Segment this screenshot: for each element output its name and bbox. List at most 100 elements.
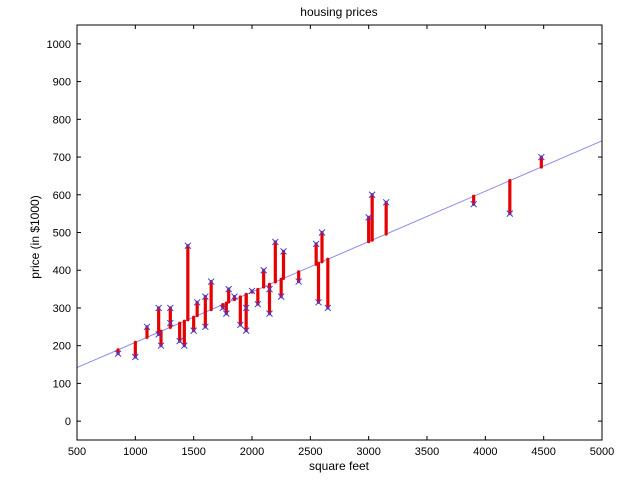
y-tick-label: 100 — [53, 378, 71, 390]
data-point-stroke — [131, 353, 139, 361]
data-point-stroke — [225, 285, 233, 293]
data-point-stroke — [180, 342, 188, 350]
x-tick-label: 3000 — [356, 446, 380, 458]
x-tick-label: 3500 — [415, 446, 439, 458]
data-point — [166, 304, 174, 312]
data-point — [157, 342, 165, 350]
data-point — [201, 323, 209, 331]
data-point — [280, 248, 287, 255]
data-point — [207, 278, 215, 285]
data-point — [225, 285, 233, 293]
data-point-stroke — [155, 304, 163, 312]
data-point-stroke — [157, 342, 165, 350]
x-tick-label: 500 — [68, 446, 86, 458]
data-point-stroke — [315, 298, 322, 306]
y-tick-label: 600 — [53, 190, 71, 202]
data-point-stroke — [365, 214, 373, 221]
data-point-stroke — [248, 287, 256, 295]
data-point-stroke — [242, 304, 250, 312]
data-point — [254, 300, 262, 308]
data-point — [180, 342, 188, 350]
data-point-stroke — [222, 310, 230, 317]
x-tick-label: 5000 — [590, 446, 614, 458]
data-point — [155, 304, 163, 312]
data-point-stroke — [537, 153, 545, 161]
data-point-stroke — [236, 321, 244, 329]
data-point — [315, 298, 322, 306]
data-point-stroke — [318, 229, 326, 236]
data-point — [143, 323, 151, 331]
data-point — [190, 327, 198, 334]
data-point-stroke — [166, 304, 174, 312]
data-point — [266, 310, 273, 317]
data-point — [236, 321, 244, 329]
y-tick-label: 800 — [53, 114, 71, 126]
data-point-stroke — [266, 310, 273, 317]
data-point-stroke — [280, 248, 287, 255]
data-point-stroke — [271, 238, 279, 246]
data-point — [368, 191, 376, 199]
data-point — [248, 287, 256, 295]
data-point — [312, 240, 320, 248]
data-point-stroke — [470, 200, 478, 208]
data-point — [324, 304, 332, 312]
data-point — [242, 304, 250, 312]
y-tick-label: 0 — [65, 416, 71, 428]
data-point-stroke — [254, 300, 262, 308]
data-point-stroke — [368, 191, 376, 199]
x-tick-label: 1500 — [181, 446, 205, 458]
data-point-stroke — [166, 319, 174, 327]
x-tick-label: 2000 — [240, 446, 264, 458]
data-point-stroke — [193, 298, 201, 306]
data-point — [382, 198, 390, 206]
data-point — [295, 278, 303, 285]
data-point-stroke — [266, 285, 273, 293]
data-point-stroke — [184, 242, 192, 250]
x-tick-label: 1000 — [123, 446, 147, 458]
data-point — [506, 210, 514, 217]
data-point-stroke — [324, 304, 332, 312]
x-axis: 500 1000 1500 2000 2500 3000 3500 4000 4500 5000 — [68, 25, 614, 458]
data-point — [365, 214, 373, 221]
y-tick-label: 900 — [53, 77, 71, 89]
data-point-stroke — [219, 304, 227, 312]
data-point — [219, 304, 227, 312]
x-tick-label: 4000 — [473, 446, 497, 458]
data-point — [470, 200, 478, 208]
data-point — [318, 229, 326, 236]
data-point — [114, 350, 122, 357]
y-axis-title: price (in $1000) — [28, 195, 42, 278]
y-tick-label: 700 — [53, 152, 71, 164]
plot-marks — [76, 140, 603, 369]
data-point-stroke — [506, 210, 514, 217]
data-point — [266, 285, 273, 293]
data-point — [155, 331, 163, 338]
data-point — [131, 353, 139, 361]
data-point-stroke — [155, 331, 163, 338]
data-point-stroke — [242, 327, 250, 334]
chart-title: housing prices — [300, 5, 377, 19]
data-point — [271, 238, 279, 246]
data-point — [537, 153, 545, 161]
data-point — [242, 327, 250, 334]
data-point — [222, 310, 230, 317]
data-point-stroke — [382, 198, 390, 206]
data-point — [184, 242, 192, 250]
fit-line — [76, 140, 603, 369]
data-point-stroke — [176, 337, 184, 345]
data-point — [260, 266, 268, 274]
data-point-stroke — [190, 327, 198, 334]
data-point — [166, 319, 174, 327]
data-point — [231, 293, 238, 300]
y-tick-label: 200 — [53, 341, 71, 353]
data-point-stroke — [201, 323, 209, 331]
data-point-stroke — [295, 278, 303, 285]
y-tick-label: 300 — [53, 303, 71, 315]
x-tick-label: 2500 — [298, 446, 322, 458]
data-point-stroke — [143, 323, 151, 331]
data-point-stroke — [114, 350, 122, 357]
y-tick-label: 400 — [53, 265, 71, 277]
y-tick-label: 500 — [53, 228, 71, 240]
y-axis: 0 100 200 300 400 500 600 700 800 900 1000 — [47, 39, 602, 428]
